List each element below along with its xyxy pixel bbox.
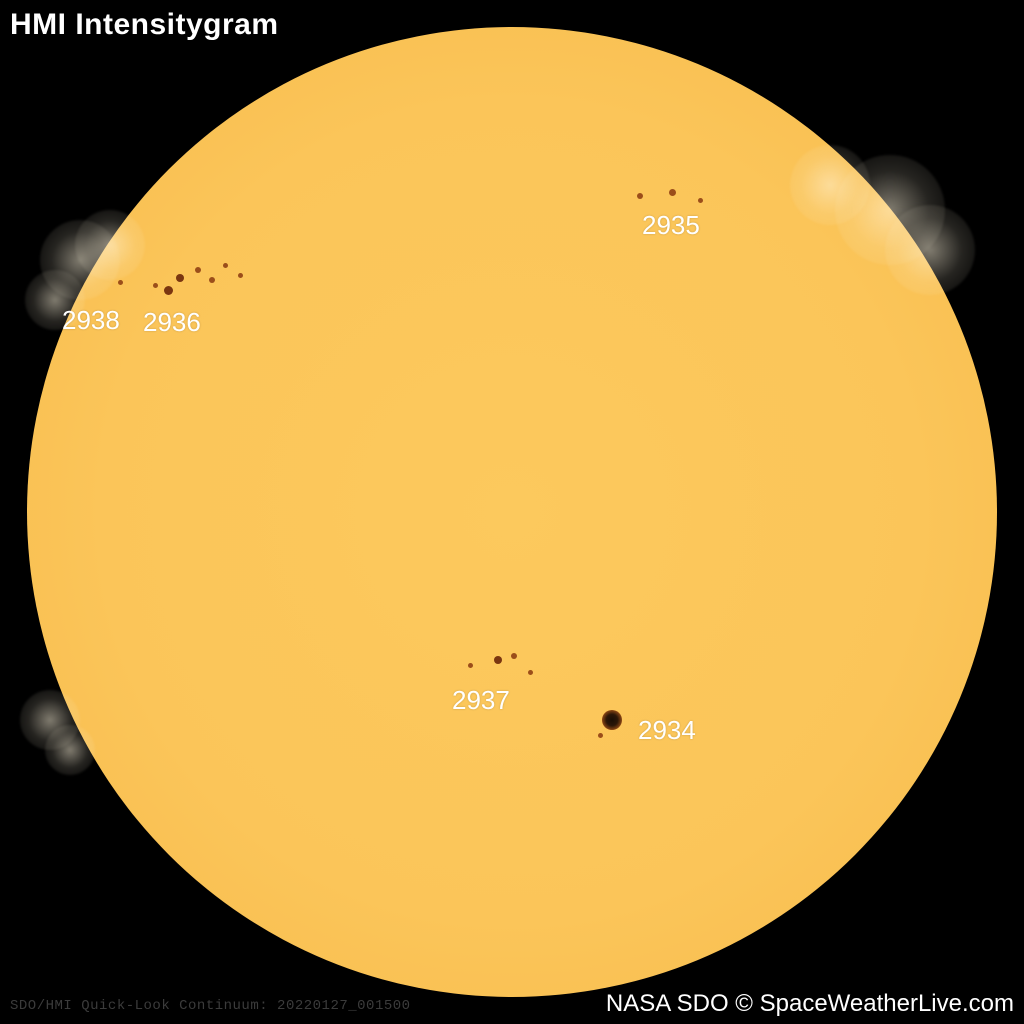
region-label-2935: 2935 bbox=[642, 210, 700, 241]
region-label-2937: 2937 bbox=[452, 685, 510, 716]
facula bbox=[45, 725, 95, 775]
sunspot bbox=[209, 277, 215, 283]
sunspot bbox=[528, 670, 533, 675]
sunspot bbox=[468, 663, 473, 668]
sunspot bbox=[637, 193, 643, 199]
region-label-2936: 2936 bbox=[143, 307, 201, 338]
facula bbox=[885, 205, 975, 295]
sunspot bbox=[698, 198, 703, 203]
sunspot bbox=[598, 733, 603, 738]
sunspot bbox=[238, 273, 243, 278]
sunspot bbox=[118, 280, 123, 285]
sunspot bbox=[669, 189, 676, 196]
sunspot bbox=[164, 286, 173, 295]
sunspot bbox=[176, 274, 184, 282]
sunspot bbox=[223, 263, 228, 268]
image-title: HMI Intensitygram bbox=[10, 8, 279, 42]
sunspot bbox=[153, 283, 158, 288]
facula bbox=[790, 145, 870, 225]
region-label-2938: 2938 bbox=[62, 305, 120, 336]
sunspot bbox=[602, 710, 622, 730]
sunspot bbox=[195, 267, 201, 273]
sunspot bbox=[494, 656, 502, 664]
observation-timestamp: SDO/HMI Quick-Look Continuum: 20220127_0… bbox=[10, 998, 411, 1014]
facula bbox=[75, 210, 145, 280]
sunspot bbox=[511, 653, 517, 659]
region-label-2934: 2934 bbox=[638, 715, 696, 746]
image-credit: NASA SDO © SpaceWeatherLive.com bbox=[606, 990, 1014, 1018]
